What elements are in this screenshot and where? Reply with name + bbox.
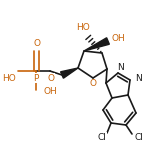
Text: OH: OH — [111, 33, 125, 42]
Text: O: O — [47, 74, 54, 82]
Text: HO: HO — [76, 22, 90, 32]
Text: Cl: Cl — [98, 132, 106, 141]
Text: P: P — [33, 74, 39, 82]
Text: OH: OH — [43, 86, 57, 95]
Text: N: N — [117, 62, 123, 71]
Text: N: N — [135, 74, 141, 82]
Text: Cl: Cl — [135, 133, 143, 143]
Polygon shape — [84, 38, 109, 51]
Text: HO: HO — [2, 74, 16, 82]
Text: O: O — [34, 38, 41, 48]
Polygon shape — [61, 68, 78, 78]
Text: O: O — [90, 79, 97, 89]
